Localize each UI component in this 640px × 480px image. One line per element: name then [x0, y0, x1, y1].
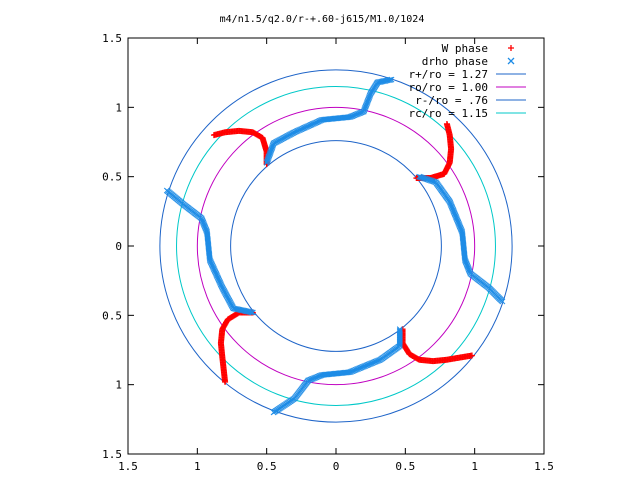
- legend-label-2: r+/ro = 1.27: [409, 68, 488, 81]
- circle-1: [196, 106, 476, 386]
- legend-label-4: r-/ro = .76: [415, 94, 488, 107]
- ytick-label-2: 0.5: [102, 309, 122, 322]
- series-0-arm-3: [217, 309, 256, 385]
- legend-swatch-1: [507, 57, 515, 65]
- legend-label-1: drho phase: [422, 55, 488, 68]
- marker-0-2-73: [468, 352, 475, 359]
- series-0-arm-0: [210, 127, 270, 168]
- xtick-label-0: 1.5: [118, 460, 138, 473]
- axis-ticks: 1.5 1 0.5 0 0.5 1 1.51.510.500.511.5: [102, 32, 554, 473]
- chart-title: m4/n1.5/q2.0/r-+.60-j615/M1.0/1024: [220, 14, 425, 25]
- marker-1-0-130: [388, 76, 395, 83]
- circle-0: [159, 69, 513, 423]
- legend-swatch-0: [508, 45, 514, 51]
- marker-1-1-127: [499, 298, 506, 305]
- xtick-label-4: 0.5: [395, 460, 415, 473]
- xtick-label-1: 1: [194, 460, 201, 473]
- series-0-arm-2: [399, 326, 475, 365]
- ytick-label-0: 1.5: [102, 448, 122, 461]
- legend-label-0: W phase: [442, 42, 488, 55]
- ytick-label-1: 1: [115, 379, 122, 392]
- marker-1-2-11: [396, 340, 403, 347]
- series-1-arm-3: [163, 187, 256, 316]
- series-1-arm-2: [270, 326, 403, 416]
- phase-series: [163, 76, 506, 416]
- ytick-label-3: 0: [115, 240, 122, 253]
- reference-circles: [159, 69, 513, 423]
- ytick-label-5: 1: [115, 101, 122, 114]
- series-0: [210, 120, 475, 385]
- legend-label-3: ro/ro = 1.00: [409, 81, 488, 94]
- circle-2: [230, 140, 442, 352]
- legend-label-5: rc/ro = 1.15: [409, 107, 488, 120]
- marker-1-0-129: [387, 76, 394, 83]
- ytick-label-6: 1.5: [102, 32, 122, 45]
- xtick-label-3: 0: [333, 460, 340, 473]
- series-1: [163, 76, 506, 416]
- series-1-arm-1: [416, 173, 506, 305]
- marker-0-0-62: [210, 132, 217, 139]
- circle-3: [176, 86, 496, 406]
- xtick-label-2: 0.5: [257, 460, 277, 473]
- marker-0-3-73: [222, 378, 229, 385]
- xtick-label-5: 1: [471, 460, 478, 473]
- xtick-label-6: 1.5: [534, 460, 554, 473]
- marker-0-1-64: [443, 120, 450, 127]
- series-1-arm-0: [263, 76, 395, 166]
- series-0-arm-1: [413, 120, 455, 182]
- ytick-label-4: 0.5: [102, 171, 122, 184]
- marker-1-3-128: [163, 187, 170, 194]
- marker-1-2-130: [270, 409, 277, 416]
